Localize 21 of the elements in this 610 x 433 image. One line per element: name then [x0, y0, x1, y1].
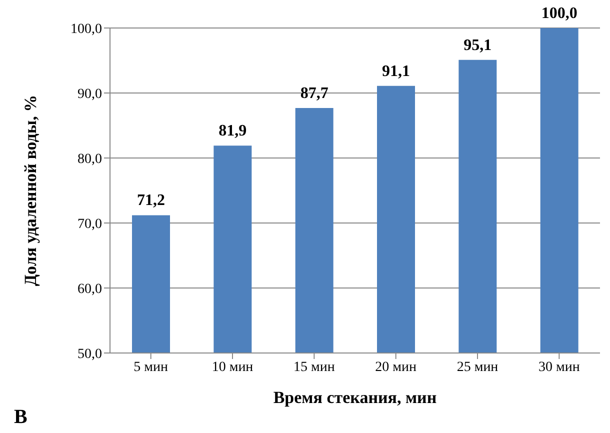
y-tick-label: 50,0	[78, 346, 102, 362]
x-tick-label: 15 мин	[293, 360, 336, 375]
text: В	[14, 406, 28, 429]
data-label: 81,9	[218, 122, 247, 140]
y-tick-label: 70,0	[78, 216, 102, 232]
x-axis-title: Время стекания, мин	[273, 388, 437, 407]
x-tick-label: 30 мин	[538, 360, 580, 375]
y-tick-label: 90,0	[78, 86, 102, 102]
x-tick-label: 5 мин	[134, 360, 169, 375]
data-label: 95,1	[464, 36, 492, 54]
x-tick-label: 20 мин	[375, 360, 418, 375]
data-label: 87,7	[300, 84, 328, 102]
data-label: 71,2	[137, 192, 165, 210]
data-label: 91,1	[382, 62, 410, 80]
y-tick-label: 100,0	[70, 22, 102, 37]
data-label: 100,0	[541, 5, 578, 22]
x-tick-label: 10 мин	[212, 360, 254, 375]
x-tick-label: 25 мин	[456, 360, 499, 375]
y-tick-label: 80,0	[78, 152, 102, 167]
y-tick-label: 60,0	[78, 282, 102, 297]
y-axis-title: Доля удаленной воды, %	[21, 94, 40, 286]
